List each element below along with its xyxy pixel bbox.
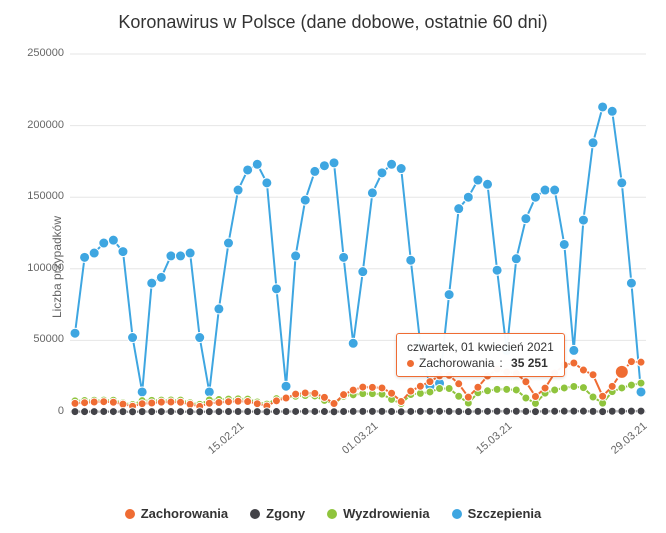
legend-item-zgony[interactable]: Zgony [250,506,305,521]
legend: Zachorowania Zgony Wyzdrowienia Szczepienia [0,506,666,521]
tooltip-series-dot [407,360,414,367]
y-tick-label: 150000 [14,190,64,202]
legend-label: Zachorowania [141,506,228,521]
y-tick-label: 100000 [14,262,64,274]
legend-marker [250,509,260,519]
legend-marker [125,509,135,519]
legend-label: Szczepienia [468,506,542,521]
y-tick-label: 0 [14,405,64,417]
legend-label: Wyzdrowienia [343,506,429,521]
legend-item-szczep[interactable]: Szczepienia [452,506,542,521]
legend-marker [327,509,337,519]
tooltip-value: 35 251 [511,356,548,370]
legend-item-zach[interactable]: Zachorowania [125,506,228,521]
tooltip-header: czwartek, 01 kwiecień 2021 [407,340,554,354]
chart-title: Koronawirus w Polsce (dane dobowe, ostat… [0,12,666,33]
y-tick-label: 250000 [14,47,64,59]
legend-item-wyzdr[interactable]: Wyzdrowienia [327,506,429,521]
y-tick-label: 50000 [14,333,64,345]
chart-container: Koronawirus w Polsce (dane dobowe, ostat… [0,0,666,533]
y-tick-label: 200000 [14,119,64,131]
tooltip: czwartek, 01 kwiecień 2021 Zachorowania:… [396,333,565,377]
legend-marker [452,509,462,519]
legend-label: Zgony [266,506,305,521]
tooltip-series-label: Zachorowania [419,356,494,370]
